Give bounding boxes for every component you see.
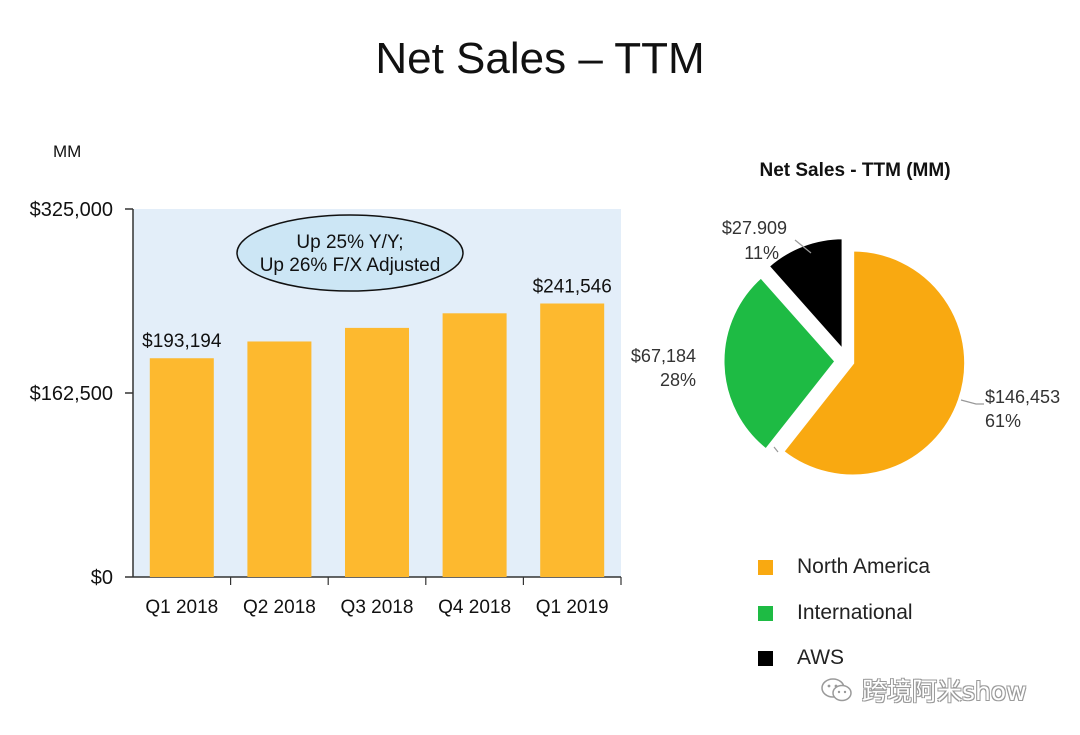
x-tick-label-4: Q1 2019	[536, 597, 609, 618]
legend-label-north-america: North America	[797, 555, 931, 578]
data-label-4: $241,546	[533, 276, 612, 297]
legend-item-north-america: North America	[758, 554, 930, 580]
legend-swatch-north-america	[758, 559, 773, 575]
leader-line-aws	[794, 239, 812, 254]
page-title: Net Sales – TTM	[375, 34, 705, 83]
x-tick-label-2: Q3 2018	[341, 597, 414, 618]
bar-q3-2018	[345, 327, 409, 577]
legend-label-aws: AWS	[797, 646, 845, 669]
pie-slice-international	[721, 274, 838, 453]
y-tick-label-0: $0	[91, 567, 113, 589]
pie-label-north-america-percent: 61%	[985, 411, 1021, 431]
watermark: 跨境阿米show	[820, 672, 1027, 708]
legend-label-international: International	[797, 601, 913, 624]
bar-q4-2018	[442, 313, 507, 577]
legend-swatch-international	[758, 605, 773, 621]
data-label-0: $193,194	[142, 331, 222, 352]
pie-label-aws-percent: 11%	[744, 243, 779, 263]
x-tick-label-0: Q1 2018	[145, 597, 218, 618]
bar-chart-unit-label: MM	[53, 142, 82, 161]
pie-label-north-america-value: $146,453	[985, 387, 1060, 407]
x-tick-label-1: Q2 2018	[243, 597, 316, 618]
legend-item-international: International	[758, 600, 913, 626]
legend-item-aws: AWS	[758, 645, 844, 671]
pie-slice-aws	[765, 236, 845, 355]
pie-chart-title: Net Sales - TTM (MM)	[759, 160, 951, 181]
legend-swatch-aws	[758, 650, 773, 666]
wechat-icon	[821, 678, 852, 702]
pie-label-aws-value: $27.909	[722, 218, 787, 238]
bar-q2-2018	[247, 341, 312, 577]
y-tick-label-1: $162,500	[30, 383, 113, 405]
bar-q1-2019	[540, 303, 605, 577]
pie-slice-north-america	[780, 248, 968, 478]
leader-line-international	[773, 446, 779, 453]
annotation-bubble	[236, 214, 464, 292]
annotation-line-1: Up 25% Y/Y;	[296, 232, 403, 253]
y-tick-label-2: $325,000	[30, 199, 113, 221]
leader-line-north-america	[960, 399, 984, 405]
pie-label-international-percent: 28%	[660, 370, 696, 390]
annotation-line-2: Up 26% F/X Adjusted	[260, 255, 441, 276]
watermark-text: 跨境阿米show	[862, 677, 1027, 706]
x-tick-label-3: Q4 2018	[438, 597, 511, 618]
pie-label-international-value: $67,184	[631, 346, 696, 366]
bar-q1-2018	[149, 358, 214, 577]
